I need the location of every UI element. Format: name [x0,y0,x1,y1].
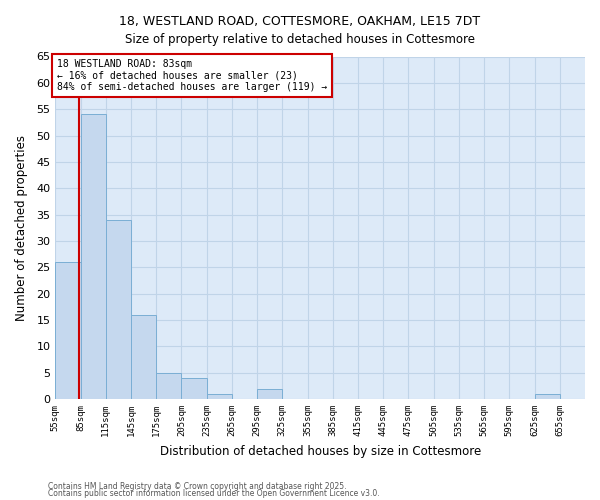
Bar [131,314,156,399]
Bar [106,220,131,399]
Bar [80,114,106,399]
Bar [206,394,232,399]
Text: 18, WESTLAND ROAD, COTTESMORE, OAKHAM, LE15 7DT: 18, WESTLAND ROAD, COTTESMORE, OAKHAM, L… [119,15,481,28]
Y-axis label: Number of detached properties: Number of detached properties [15,135,28,321]
Text: 18 WESTLAND ROAD: 83sqm
← 16% of detached houses are smaller (23)
84% of semi-de: 18 WESTLAND ROAD: 83sqm ← 16% of detache… [57,59,327,92]
Text: Contains public sector information licensed under the Open Government Licence v3: Contains public sector information licen… [48,490,380,498]
Text: Contains HM Land Registry data © Crown copyright and database right 2025.: Contains HM Land Registry data © Crown c… [48,482,347,491]
Bar [535,394,560,399]
Text: Size of property relative to detached houses in Cottesmore: Size of property relative to detached ho… [125,32,475,46]
Bar [257,388,283,399]
Bar [181,378,206,399]
Bar [55,262,80,399]
Bar [156,372,181,399]
X-axis label: Distribution of detached houses by size in Cottesmore: Distribution of detached houses by size … [160,444,481,458]
